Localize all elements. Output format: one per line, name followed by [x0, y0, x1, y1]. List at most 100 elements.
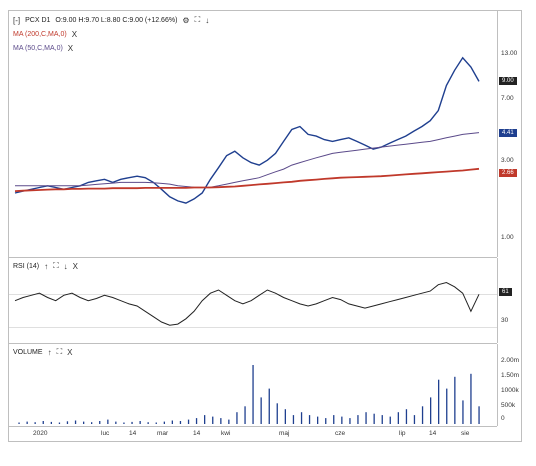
ohlc-readout: O:9.00 H:9.70 L:8.80 C:9.00 (+12.66%) — [55, 16, 178, 24]
volume-bar — [325, 418, 327, 424]
maximize-icon[interactable]: ⛶ — [56, 347, 63, 356]
volume-tick: 500k — [501, 402, 516, 409]
price-header: [-] PCX D1 O:9.00 H:9.70 L:8.80 C:9.00 (… — [13, 15, 209, 25]
x-tick: kwi — [221, 430, 231, 437]
volume-bar — [66, 421, 69, 424]
volume-bar — [438, 379, 440, 424]
volume-bar — [163, 421, 165, 424]
volume-bar — [107, 419, 109, 424]
volume-header: VOLUME ↑ ⛶ X — [13, 347, 73, 357]
price-series-line — [15, 132, 480, 189]
volume-axis: 2.00m 1.50m 1000k 500k 0 — [497, 344, 522, 426]
volume-tick: 1000k — [501, 387, 519, 394]
volume-bar — [333, 415, 335, 424]
rsi-header: RSI (14) ↑ ⛶ ↓ X — [13, 261, 78, 271]
ma200-label: MA (200,C,MA,0) — [13, 31, 67, 38]
maximize-icon[interactable]: ⛶ — [53, 261, 59, 270]
x-tick: mar — [157, 430, 169, 437]
settings-icon[interactable]: ⚙ — [182, 15, 190, 25]
volume-bar — [268, 388, 270, 424]
volume-bar — [357, 415, 359, 424]
volume-bar — [74, 420, 77, 424]
volume-bar — [42, 421, 44, 424]
collapse-panel-icon[interactable]: [-] — [13, 15, 21, 25]
volume-bar — [187, 419, 190, 424]
price-series-line — [14, 56, 480, 204]
volume-bar — [381, 415, 383, 424]
volume-bar — [147, 422, 149, 424]
volume-bar — [389, 416, 391, 424]
volume-bar — [317, 416, 319, 424]
ma50-label: MA (50,C,MA,0) — [13, 45, 63, 52]
volume-bar — [236, 412, 238, 424]
time-axis: 2020 luc 14 mar 14 kwi maj cze lip 14 si… — [9, 427, 521, 441]
x-tick: cze — [335, 430, 346, 437]
ticker-label: PCX D1 — [25, 16, 51, 24]
close-ma200-icon[interactable]: X — [71, 30, 78, 39]
price-series-line — [14, 167, 480, 192]
maximize-icon[interactable]: ⛶ — [194, 15, 201, 24]
volume-bar — [454, 376, 456, 424]
x-tick: luc — [101, 430, 110, 437]
volume-bar — [478, 406, 480, 424]
x-tick: 14 — [429, 430, 437, 437]
rsi-badge: 61 — [499, 288, 512, 296]
price-axis: 13.00 7.00 3.00 1.00 9.00 4.41 2.66 — [497, 11, 522, 257]
volume-bar — [123, 422, 125, 424]
volume-bar — [349, 418, 351, 424]
volume-panel: VOLUME ↑ ⛶ X — [9, 344, 497, 427]
volume-bar — [212, 416, 214, 424]
volume-bar — [292, 415, 295, 424]
ma50-badge: 4.41 — [499, 129, 517, 137]
volume-bar — [220, 418, 222, 424]
close-ma50-icon[interactable]: X — [67, 44, 74, 53]
volume-bar — [171, 420, 173, 424]
rsi-axis: 61 30 — [497, 258, 522, 343]
ma200-badge: 2.66 — [499, 169, 517, 177]
x-tick: sie — [461, 430, 470, 437]
volume-bar — [462, 400, 464, 424]
ma50-legend: MA (50,C,MA,0) X — [13, 44, 73, 53]
x-tick: 14 — [129, 430, 137, 437]
volume-bar — [131, 421, 133, 424]
ma200-legend: MA (200,C,MA,0) X — [13, 30, 77, 39]
volume-bar — [430, 397, 432, 424]
price-tick: 7.00 — [501, 95, 514, 102]
volume-bar — [421, 406, 424, 424]
rsi-label: RSI (14) — [13, 262, 40, 270]
volume-bar — [91, 422, 93, 424]
volume-bar — [260, 397, 262, 424]
close-rsi-icon[interactable]: X — [72, 261, 79, 271]
arrow-down-icon[interactable]: ↓ — [205, 15, 210, 25]
rsi-panel: RSI (14) ↑ ⛶ ↓ X — [9, 258, 497, 344]
volume-bar — [470, 373, 472, 424]
volume-bar — [373, 413, 375, 424]
volume-plot — [18, 365, 480, 424]
volume-bar — [115, 421, 117, 424]
volume-bar — [397, 412, 399, 424]
volume-bar — [284, 409, 286, 424]
last-price-badge: 9.00 — [499, 77, 517, 85]
x-tick: lip — [399, 430, 406, 437]
rsi-plot — [9, 281, 497, 328]
volume-bar — [228, 419, 230, 424]
price-tick: 13.00 — [501, 50, 518, 57]
rsi-line — [14, 281, 480, 326]
volume-bar — [308, 415, 311, 424]
arrow-up-icon[interactable]: ↑ — [47, 347, 52, 357]
volume-tick: 1.50m — [501, 372, 520, 379]
x-tick: maj — [279, 430, 290, 437]
price-tick: 1.00 — [501, 234, 514, 241]
arrow-up-icon[interactable]: ↑ — [44, 261, 49, 271]
volume-bar — [413, 415, 416, 424]
volume-bar — [204, 415, 206, 424]
volume-bar — [276, 403, 278, 424]
arrow-down-icon[interactable]: ↓ — [63, 261, 68, 271]
price-panel: [-] PCX D1 O:9.00 H:9.70 L:8.80 C:9.00 (… — [9, 11, 497, 258]
close-volume-icon[interactable]: X — [67, 347, 73, 357]
rsi-tick: 30 — [501, 317, 509, 324]
volume-bar — [179, 421, 182, 424]
volume-bar — [155, 422, 157, 424]
volume-bar — [446, 388, 448, 424]
volume-bar — [83, 421, 85, 424]
